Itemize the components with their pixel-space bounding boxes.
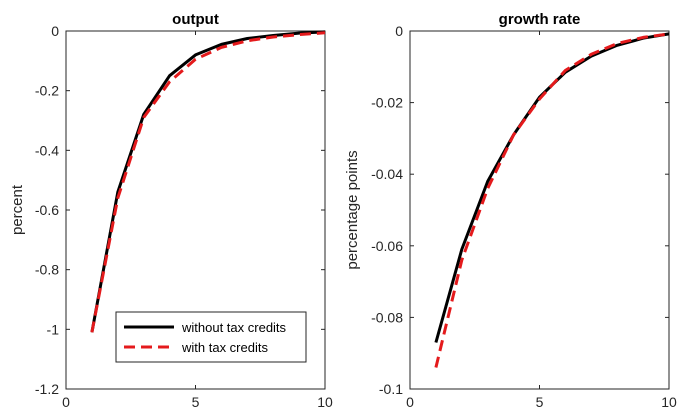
y-tick-label: 0 (395, 23, 403, 39)
series-line-with-tax-credits (90, 31, 326, 333)
y-axis-label: percent (9, 184, 26, 235)
x-tick-label: 10 (661, 394, 677, 410)
y-tick-label: -0.2 (35, 83, 59, 99)
y-tick-label: -1 (47, 321, 60, 337)
x-tick-label: 5 (192, 394, 200, 410)
y-tick-label: -0.8 (35, 262, 59, 278)
y-tick-label: -0.4 (35, 142, 59, 158)
series-line-without-tax-credits (90, 30, 326, 333)
y-tick-label: -0.1 (379, 381, 403, 397)
chart-panel-1: 0 5 10 0 -0.2 -0.4 -0.6 -0.8 -1 -1.2 output percent… (9, 11, 333, 410)
legend-label: without tax credits (181, 320, 287, 335)
y-tick-label: -0.08 (371, 309, 403, 325)
y-axis-label: percentage points (344, 150, 361, 269)
y-tick-label: -0.6 (35, 202, 59, 218)
x-tick-label: 0 (406, 394, 414, 410)
legend: without tax credits with tax credits (115, 311, 307, 363)
y-tick-label: -0.06 (371, 238, 403, 254)
y-tick-label: -0.02 (371, 95, 403, 111)
x-tick-label: 10 (317, 394, 333, 410)
series-line-with-tax-credits (434, 32, 670, 368)
legend-label: with tax credits (181, 340, 268, 355)
chart-title: output (172, 11, 219, 28)
chart-panel-2: 0 5 10 0 -0.02 -0.04 -0.06 -0.08 -0.1 growth rate… (344, 11, 677, 410)
legend-box (115, 311, 307, 363)
y-tick-label: -0.04 (371, 166, 403, 182)
plot-area-frame (409, 30, 670, 390)
x-tick-label: 5 (536, 394, 544, 410)
series-line-without-tax-credits (434, 32, 670, 343)
y-tick-label: 0 (51, 23, 59, 39)
y-tick-label: -1.2 (35, 381, 59, 397)
chart-title: growth rate (499, 11, 581, 28)
x-tick-label: 0 (62, 394, 70, 410)
